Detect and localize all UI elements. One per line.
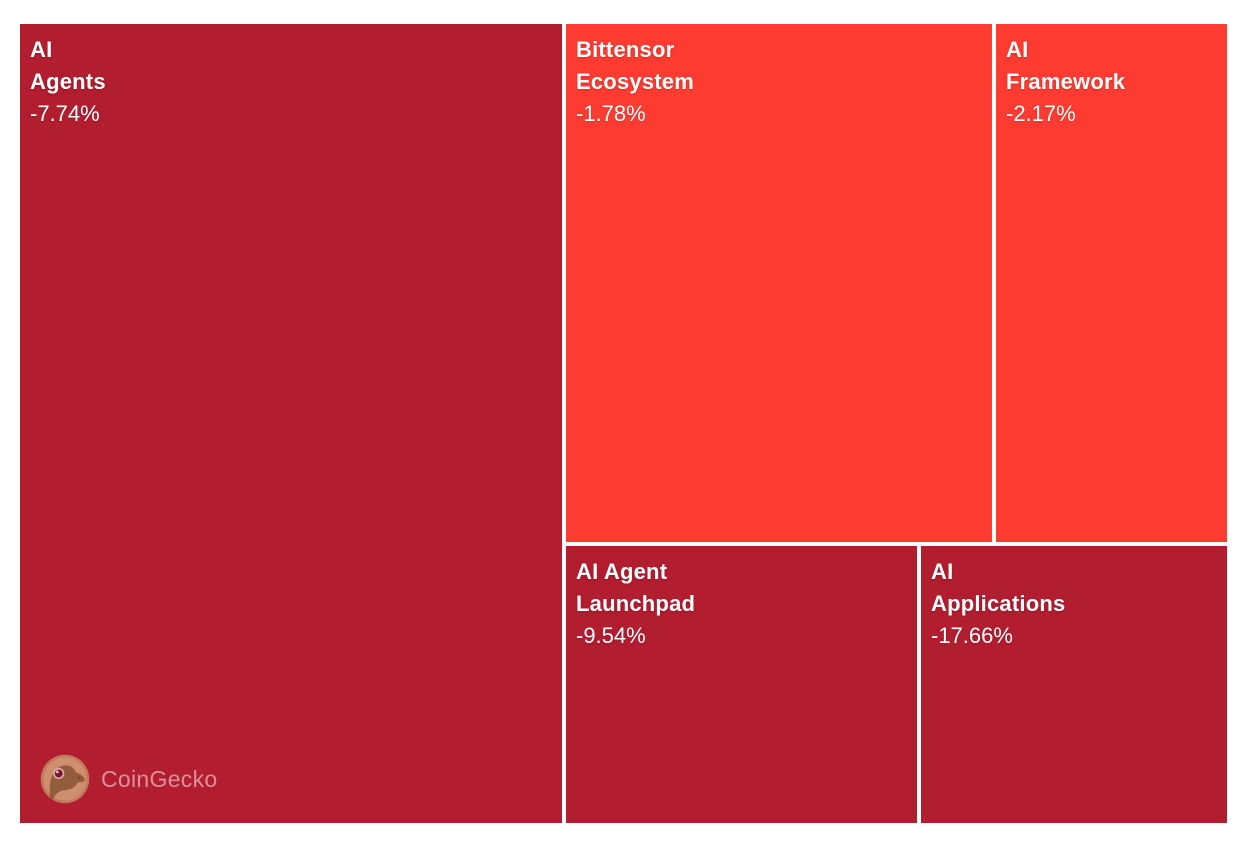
treemap-tile-ai-applications[interactable]: AI Applications -17.66% — [921, 546, 1227, 823]
treemap-tile-ai-framework[interactable]: AI Framework -2.17% — [996, 24, 1227, 542]
tile-title-line: AI Agent — [576, 559, 668, 584]
tile-change-pct: -7.74% — [30, 101, 100, 126]
treemap-tile-bittensor-ecosystem[interactable]: Bittensor Ecosystem -1.78% — [566, 24, 992, 542]
tile-change-pct: -2.17% — [1006, 101, 1076, 126]
tile-title-line: Launchpad — [576, 591, 696, 616]
coingecko-attribution: CoinGecko — [40, 754, 217, 804]
treemap-tile-ai-agent-launchpad[interactable]: AI Agent Launchpad -9.54% — [566, 546, 917, 823]
tile-title-line: Framework — [1006, 69, 1126, 94]
tile-change-pct: -1.78% — [576, 101, 646, 126]
coingecko-logo-icon — [40, 754, 90, 804]
tile-title-line: Ecosystem — [576, 69, 694, 94]
tile-title-line: Applications — [931, 591, 1066, 616]
tile-change-pct: -9.54% — [576, 623, 646, 648]
treemap-tile-ai-agents[interactable]: AI Agents -7.74% — [20, 24, 562, 823]
tile-title-line: AI — [931, 559, 954, 584]
tile-title-line: AI — [30, 37, 53, 62]
tile-title-line: Bittensor — [576, 37, 675, 62]
tile-change-pct: -17.66% — [931, 623, 1013, 648]
tile-title-line: Agents — [30, 69, 106, 94]
tile-title-line: AI — [1006, 37, 1029, 62]
coingecko-brand-label: CoinGecko — [101, 765, 218, 792]
